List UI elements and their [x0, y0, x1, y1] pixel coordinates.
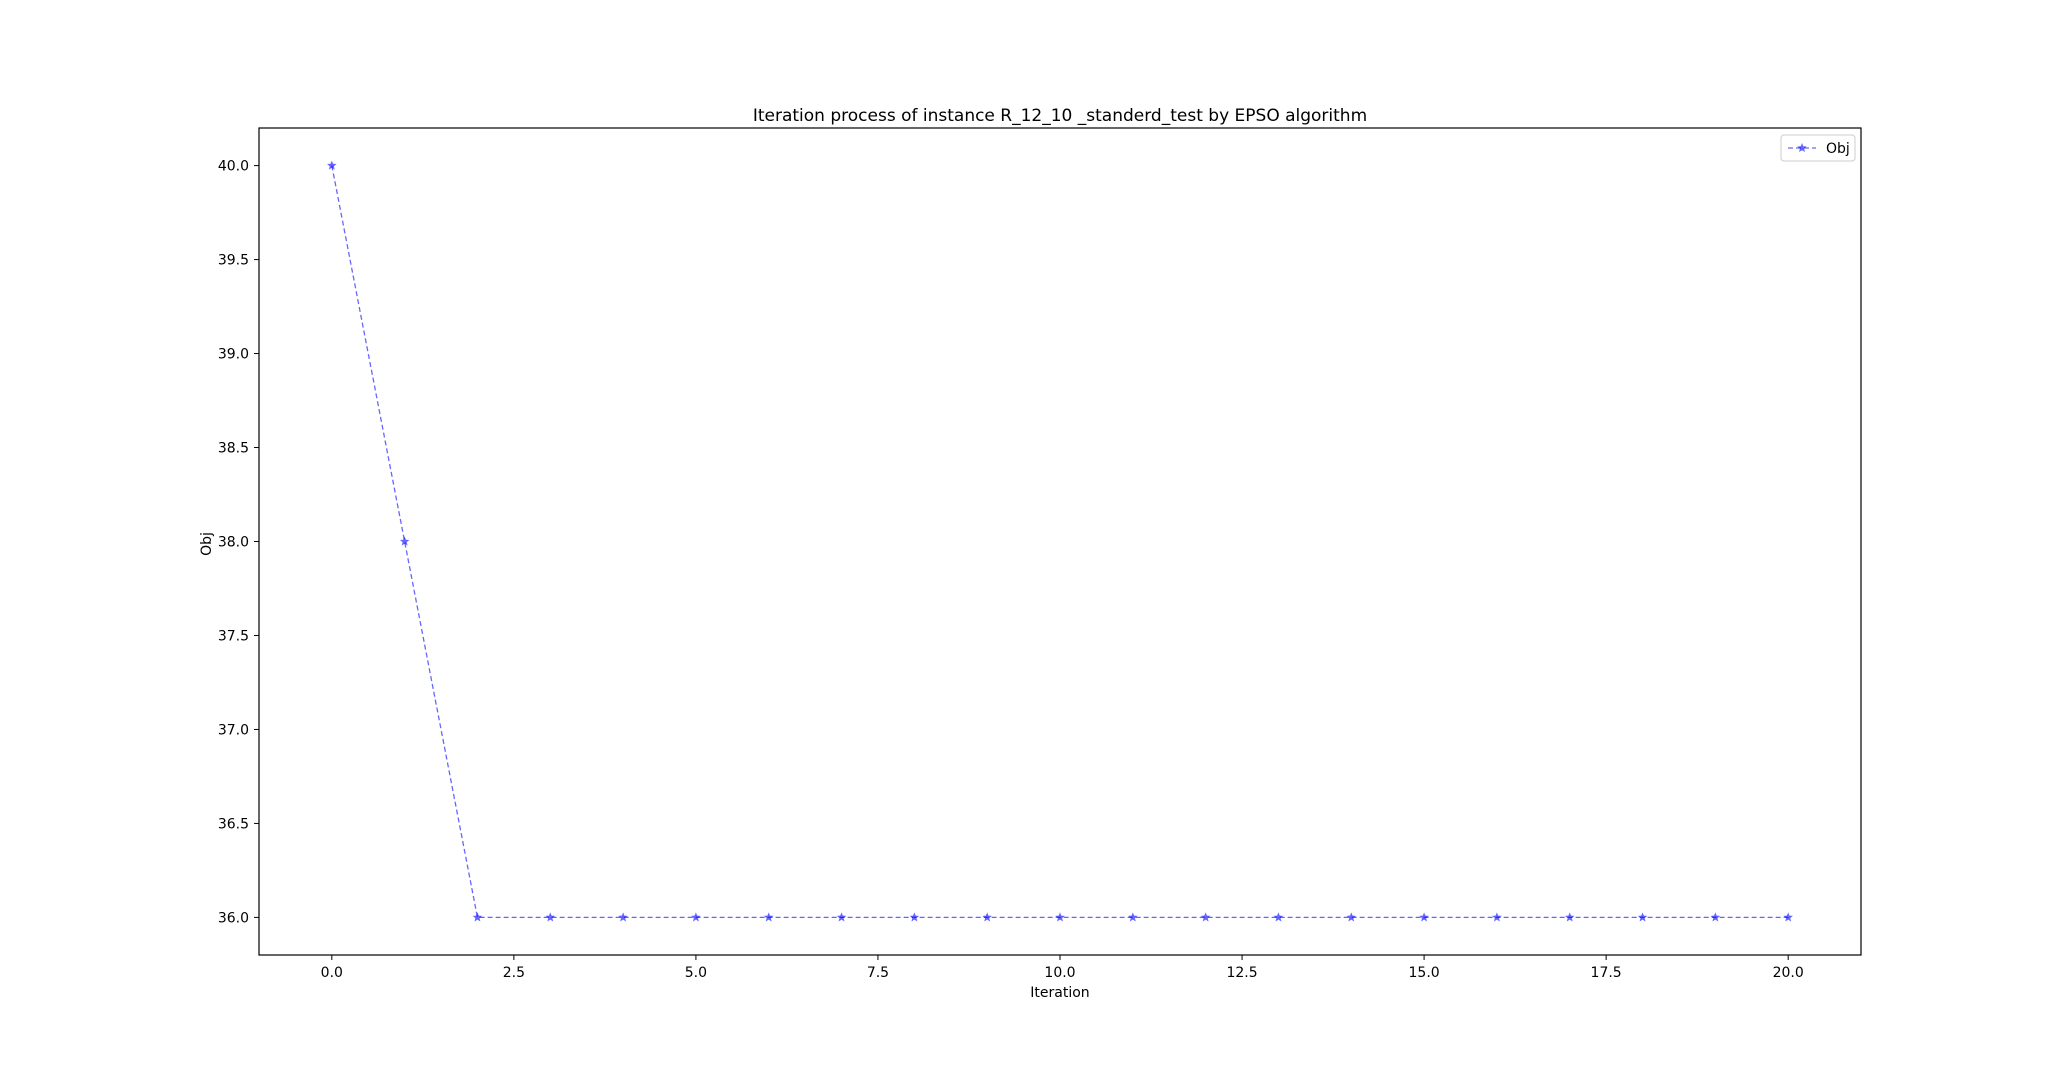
data-point: [545, 912, 556, 922]
legend-star-icon: [1797, 143, 1807, 153]
x-axis-label: Iteration: [1030, 985, 1089, 1001]
data-point: [1273, 912, 1284, 922]
data-point: [1710, 912, 1721, 922]
x-tick-label: 20.0: [1773, 965, 1804, 981]
data-point: [618, 912, 628, 922]
data-point: [1564, 912, 1575, 922]
data-point: [399, 536, 410, 546]
data-point: [1055, 912, 1065, 922]
data-point: [1346, 912, 1357, 922]
y-tick-label: 39.5: [218, 253, 249, 269]
data-point: [691, 912, 701, 922]
x-tick-label: 10.0: [1044, 965, 1075, 981]
x-tick-label: 2.5: [503, 965, 525, 981]
data-point: [472, 912, 483, 922]
y-tick-label: 37.5: [218, 628, 249, 644]
x-tick-label: 0.0: [321, 965, 343, 981]
data-point: [763, 912, 774, 922]
data-point: [327, 160, 337, 170]
data-point: [1419, 912, 1429, 922]
x-tick-label: 17.5: [1591, 965, 1622, 981]
data-point: [1492, 912, 1502, 922]
legend: Obj: [1780, 134, 1856, 162]
x-tick-label: 5.0: [685, 965, 707, 981]
data-point: [1128, 912, 1138, 922]
y-tick-label: 37.0: [218, 722, 249, 738]
data-point: [1200, 912, 1211, 922]
legend-box: [1780, 134, 1856, 162]
data-point: [982, 912, 992, 922]
series-layer: [327, 160, 1793, 922]
data-point: [836, 912, 847, 922]
y-tick-label: 38.0: [218, 535, 249, 551]
y-tick-label: 39.0: [218, 347, 249, 363]
y-axis: 36.0 36.5 37.0 37.5 38.0 38.5 39.0 39.5 40.0: [218, 159, 259, 926]
data-point: [909, 912, 920, 922]
x-tick-label: 15.0: [1409, 965, 1440, 981]
x-tick-label: 12.5: [1226, 965, 1257, 981]
x-axis: 0.0 2.5 5.0 7.5 10.0 12.5 15.0 17.5 20.0: [321, 955, 1804, 981]
y-tick-label: 38.5: [218, 441, 249, 457]
y-tick-label: 40.0: [218, 159, 249, 175]
y-tick-label: 36.5: [218, 816, 249, 832]
chart-title: Iteration process of instance R_12_10 _s…: [753, 106, 1367, 126]
y-axis-label: Obj: [199, 532, 215, 556]
y-tick-label: 36.0: [218, 910, 249, 926]
data-point: [1637, 912, 1648, 922]
plot-frame: [258, 127, 1862, 956]
plot-area: [258, 127, 1862, 956]
data-point: [1783, 912, 1793, 922]
x-tick-label: 7.5: [867, 965, 889, 981]
legend-label: Obj: [1826, 141, 1850, 157]
